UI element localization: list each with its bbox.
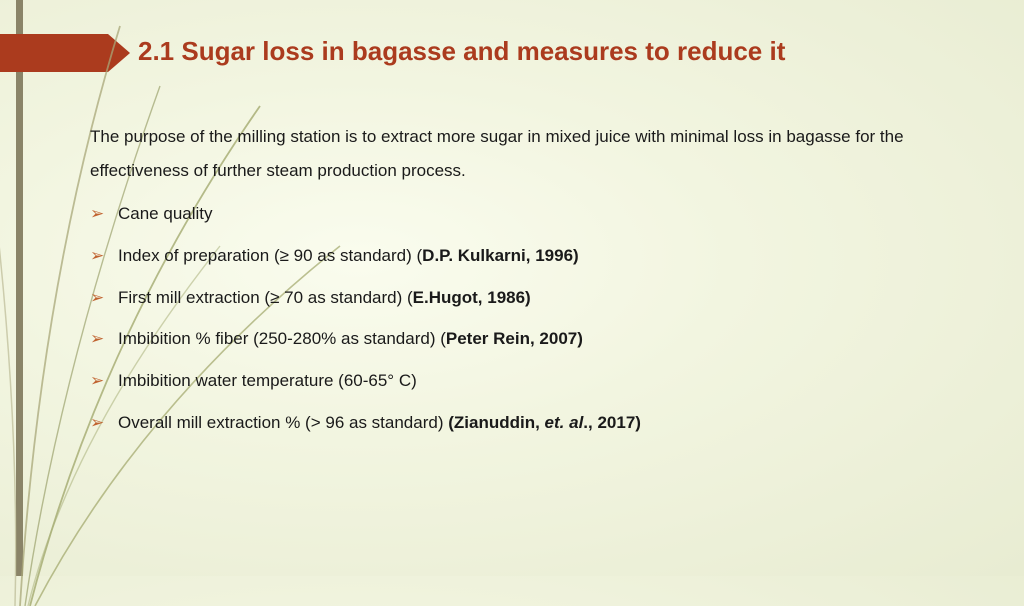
vertical-accent-bar <box>16 0 23 576</box>
title-arrow-bar <box>0 34 108 72</box>
list-item: Overall mill extraction % (> 96 as stand… <box>90 411 950 435</box>
list-item: Imbibition water temperature (60-65° C) <box>90 369 950 393</box>
intro-paragraph: The purpose of the milling station is to… <box>90 120 950 188</box>
title-arrow-tip <box>108 34 130 72</box>
slide-content: The purpose of the milling station is to… <box>90 120 950 453</box>
slide-title: 2.1 Sugar loss in bagasse and measures t… <box>138 36 785 67</box>
bullet-list: Cane quality Index of preparation (≥ 90 … <box>90 202 950 435</box>
list-item: Index of preparation (≥ 90 as standard) … <box>90 244 950 268</box>
list-item: Cane quality <box>90 202 950 226</box>
list-item: First mill extraction (≥ 70 as standard)… <box>90 286 950 310</box>
list-item: Imbibition % fiber (250-280% as standard… <box>90 327 950 351</box>
